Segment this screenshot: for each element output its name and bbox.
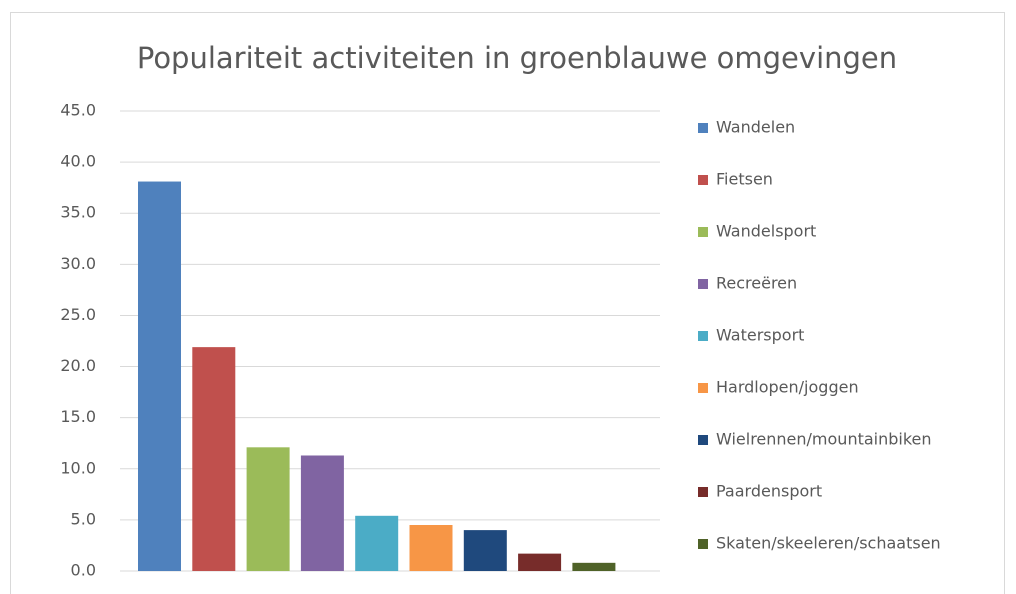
y-tick-label: 45.0 <box>60 101 96 120</box>
bar <box>246 447 290 571</box>
legend-swatch <box>698 487 708 497</box>
bar <box>572 562 616 571</box>
y-tick-label: 40.0 <box>60 152 96 171</box>
y-tick-label: 35.0 <box>60 203 96 222</box>
legend-label: Skaten/skeeleren/schaatsen <box>716 534 941 553</box>
legend-label: Wandelen <box>716 118 795 137</box>
legend-swatch <box>698 383 708 393</box>
y-tick-label: 25.0 <box>60 305 96 324</box>
legend-label: Fietsen <box>716 170 773 189</box>
legend-swatch <box>698 227 708 237</box>
legend-swatch <box>698 123 708 133</box>
y-tick-label: 0.0 <box>71 561 96 580</box>
legend-label: Wandelsport <box>716 222 816 241</box>
legend-swatch <box>698 175 708 185</box>
y-tick-label: 5.0 <box>71 509 96 528</box>
legend-label: Hardlopen/joggen <box>716 378 859 397</box>
bar <box>518 553 562 571</box>
bar <box>192 347 236 571</box>
y-tick-label: 10.0 <box>60 458 96 477</box>
legend-label: Wielrennen/mountainbiken <box>716 430 932 449</box>
legend-swatch <box>698 331 708 341</box>
legend-swatch <box>698 539 708 549</box>
chart-title: Populariteit activiteiten in groenblauwe… <box>137 41 897 75</box>
legend-swatch <box>698 435 708 445</box>
bar <box>355 515 399 571</box>
bar <box>300 455 344 571</box>
legend-label: Paardensport <box>716 482 822 501</box>
bar <box>409 525 453 571</box>
legend-swatch <box>698 279 708 289</box>
legend-label: Watersport <box>716 326 804 345</box>
y-tick-label: 30.0 <box>60 254 96 273</box>
bar <box>463 530 507 571</box>
legend-label: Recreëren <box>716 274 797 293</box>
y-tick-label: 15.0 <box>60 407 96 426</box>
bar <box>138 181 181 572</box>
y-tick-label: 20.0 <box>60 356 96 375</box>
